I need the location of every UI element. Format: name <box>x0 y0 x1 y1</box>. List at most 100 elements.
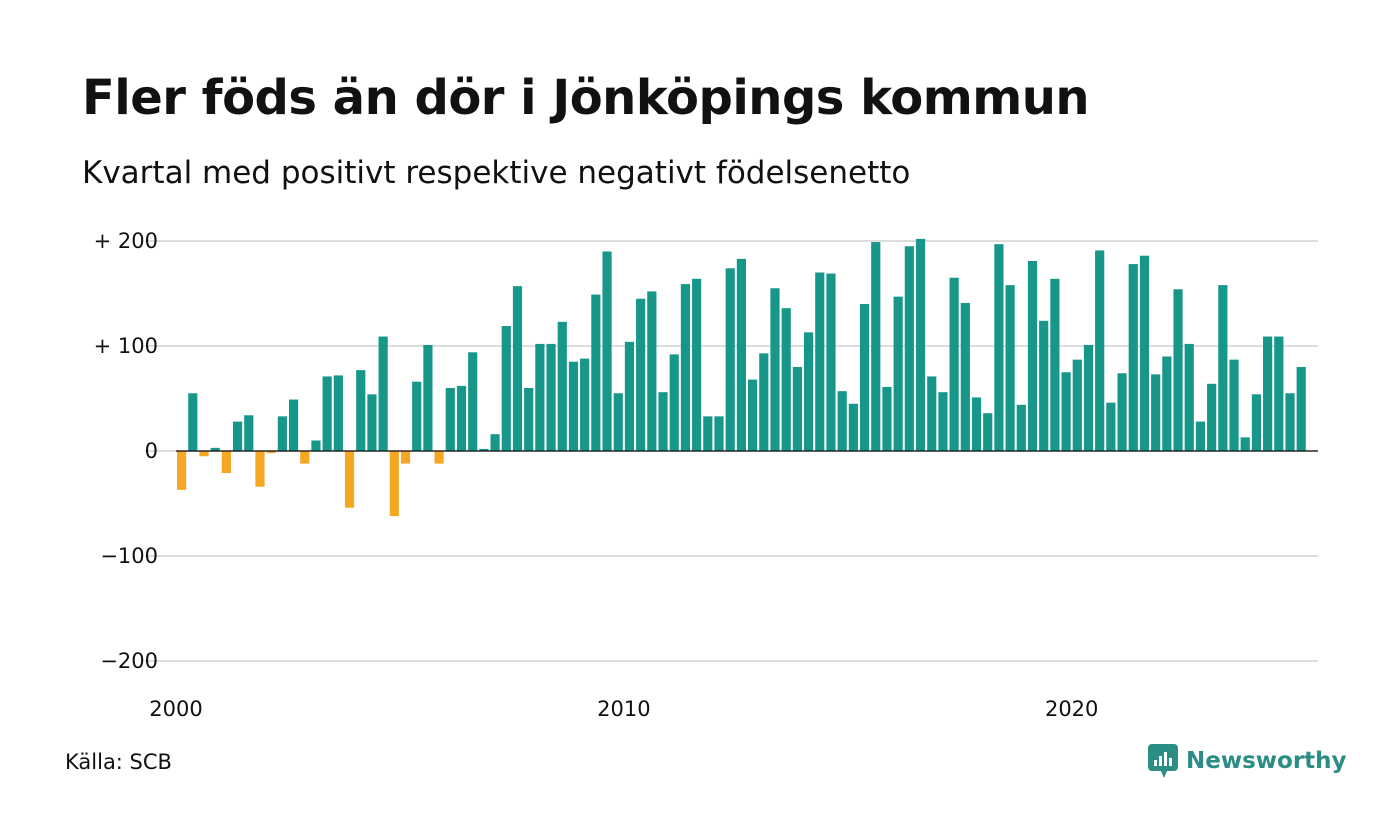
bar <box>244 415 254 451</box>
bars <box>177 238 1306 517</box>
bar <box>893 296 903 451</box>
bar <box>1083 344 1094 451</box>
y-tick-label: + 100 <box>94 334 158 358</box>
bar <box>524 388 534 451</box>
bar <box>255 451 265 487</box>
bar <box>1285 393 1295 451</box>
bar <box>1039 320 1049 451</box>
bar <box>669 354 679 451</box>
x-tick-label: 2000 <box>149 697 202 721</box>
bar <box>1173 289 1183 451</box>
bar <box>1005 285 1015 451</box>
bar <box>624 341 635 451</box>
bar <box>535 343 545 451</box>
bar <box>882 386 892 451</box>
newsworthy-logo[interactable]: Newsworthy <box>1148 744 1347 778</box>
bar <box>199 451 209 457</box>
bar <box>322 376 332 451</box>
chart-bubble-icon <box>1148 744 1178 778</box>
bar <box>647 291 657 451</box>
bar <box>389 451 399 517</box>
bar-chart: + 200 + 100 0 −100 −200 2000 2010 2020 <box>94 229 1318 721</box>
bar <box>680 284 691 451</box>
bar <box>770 288 780 451</box>
bar <box>1207 383 1217 451</box>
bar <box>1229 359 1239 451</box>
bar <box>400 451 411 464</box>
bar <box>1128 264 1138 451</box>
bar <box>848 403 858 451</box>
bar <box>871 242 881 451</box>
bar <box>210 447 220 451</box>
bar <box>1296 367 1306 451</box>
bar <box>311 440 321 451</box>
bar <box>658 392 668 451</box>
bar <box>815 272 825 451</box>
bar <box>356 370 366 451</box>
bar <box>456 385 467 451</box>
bar <box>479 448 489 451</box>
bar <box>1061 372 1071 451</box>
bar <box>1218 285 1228 451</box>
bar <box>367 394 377 451</box>
bar <box>568 361 579 451</box>
bar <box>445 388 455 451</box>
bar <box>983 413 993 451</box>
bar <box>378 336 388 451</box>
bar <box>501 326 511 451</box>
x-tick-label: 2010 <box>597 697 650 721</box>
bar <box>1095 250 1105 451</box>
bar <box>423 344 433 451</box>
bar <box>177 451 187 490</box>
bar <box>915 238 926 451</box>
y-axis-labels: + 200 + 100 0 −100 −200 <box>94 229 158 673</box>
bar <box>300 451 310 464</box>
y-tick-label: + 200 <box>94 229 158 253</box>
bar <box>1251 394 1262 451</box>
bar <box>1195 421 1206 451</box>
bar <box>759 353 769 451</box>
bar <box>792 367 802 451</box>
bar <box>1106 402 1116 451</box>
bar <box>344 451 355 508</box>
bar <box>1072 359 1082 451</box>
bar <box>580 358 590 451</box>
bar <box>546 343 556 451</box>
bar <box>188 393 198 451</box>
bar <box>781 308 791 451</box>
bar <box>703 416 713 451</box>
bar <box>602 251 612 451</box>
bar <box>412 381 422 451</box>
bar <box>266 451 276 454</box>
y-tick-label: −100 <box>100 544 158 568</box>
bar <box>859 304 870 451</box>
bar <box>826 273 836 451</box>
chart-subtitle: Kvartal med positivt respektive negativt… <box>82 155 911 191</box>
bar <box>1162 356 1172 451</box>
bar <box>1139 255 1150 451</box>
brand-name: Newsworthy <box>1186 748 1347 774</box>
bar <box>949 277 959 451</box>
bar <box>1117 373 1127 451</box>
bar <box>725 268 735 451</box>
bar <box>1027 260 1038 451</box>
bar <box>490 434 500 451</box>
x-axis-labels: 2000 2010 2020 <box>149 697 1098 721</box>
bar <box>1274 336 1284 451</box>
bar <box>1184 343 1194 451</box>
bar <box>1016 404 1026 451</box>
bar <box>232 421 243 451</box>
y-tick-label: 0 <box>145 439 158 463</box>
bar <box>692 278 702 451</box>
bar <box>904 246 914 451</box>
bar <box>221 451 231 474</box>
y-tick-label: −200 <box>100 649 158 673</box>
bar <box>333 375 343 451</box>
bar <box>434 451 444 464</box>
bar <box>512 286 523 451</box>
bar <box>636 298 646 451</box>
bar <box>994 244 1004 451</box>
x-tick-label: 2020 <box>1045 697 1098 721</box>
bar <box>927 376 937 451</box>
bar <box>468 352 478 451</box>
